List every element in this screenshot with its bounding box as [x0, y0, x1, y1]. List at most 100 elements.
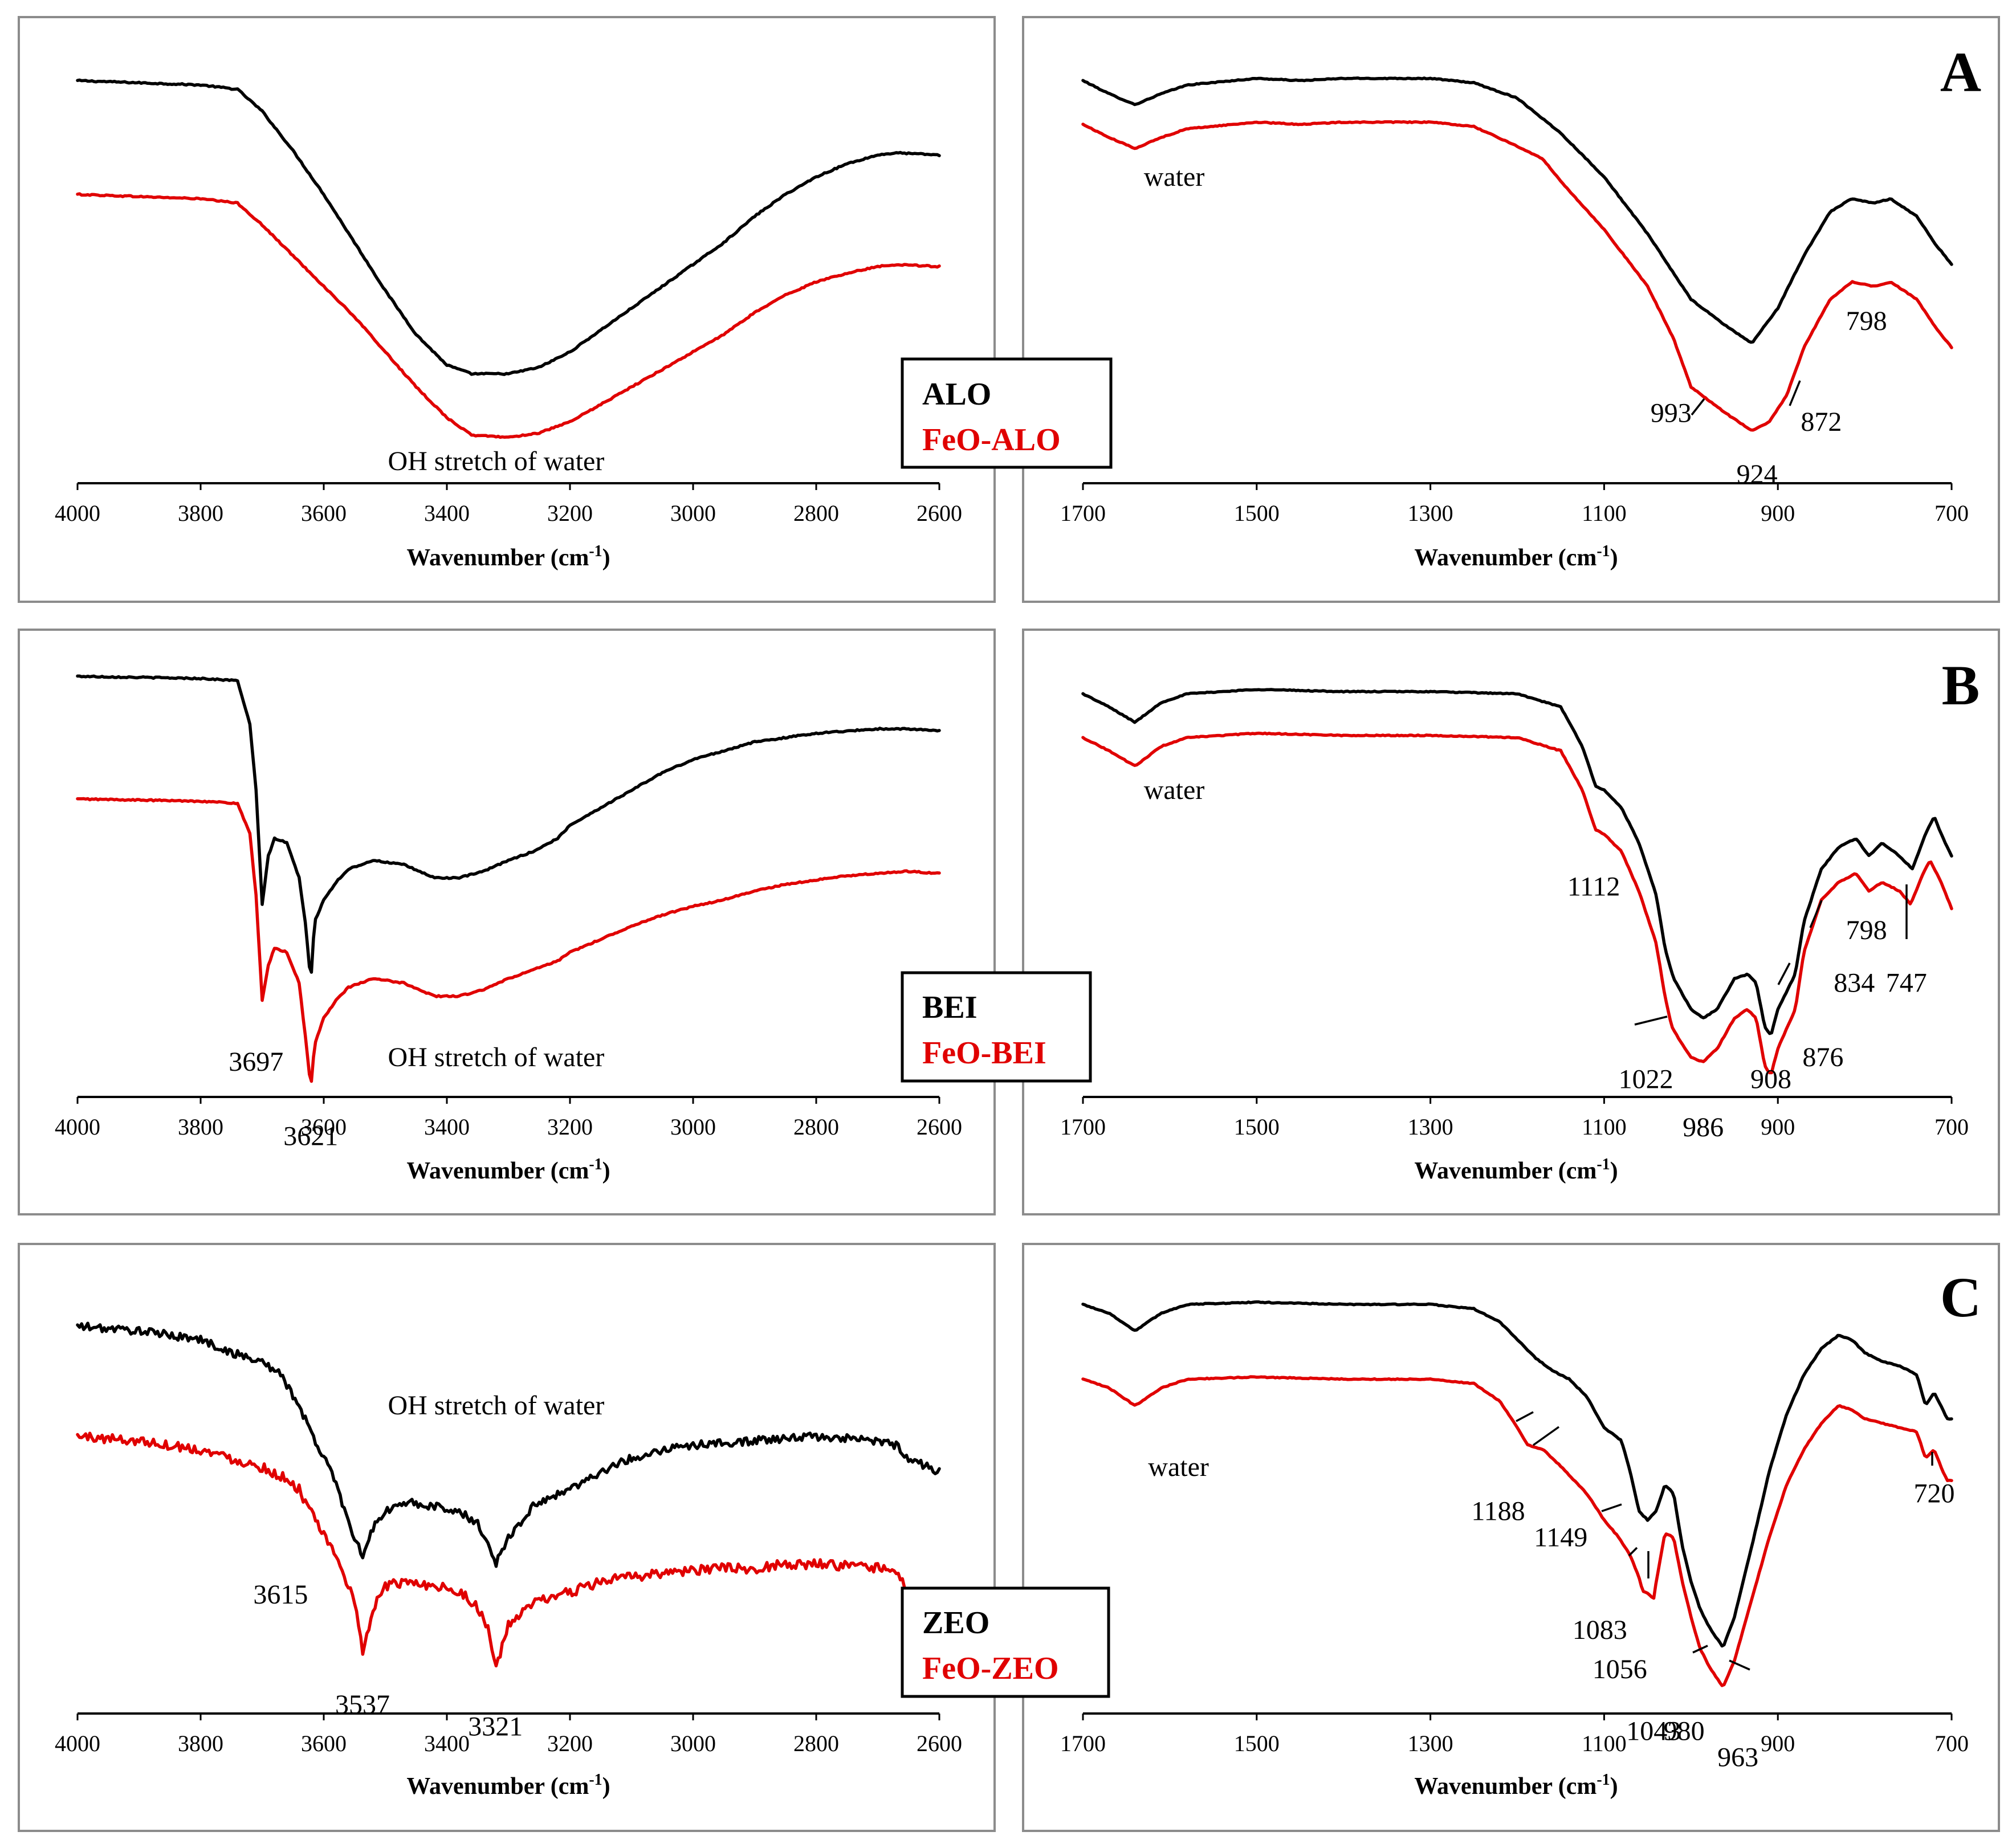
panel-letter: C [1940, 1266, 1981, 1329]
annotation-water: water [1144, 162, 1205, 192]
x-tick-label: 1500 [1234, 500, 1280, 526]
x-tick-label: 1300 [1408, 1731, 1453, 1756]
x-tick-label: 1100 [1582, 1731, 1627, 1756]
x-tick-label: 3200 [547, 500, 593, 526]
x-tick-label: 3600 [301, 500, 347, 526]
plot-area [76, 78, 941, 439]
leader-line [1729, 1659, 1750, 1671]
x-ticks [76, 483, 940, 490]
plot-area [76, 1321, 941, 1668]
x-ticks [76, 1714, 940, 1720]
x-tick-label: 3000 [670, 500, 716, 526]
leader-line [1789, 380, 1801, 406]
peak-label: 720 [1914, 1478, 1955, 1508]
series-line-feo-alo [1081, 120, 1953, 432]
peak-label: 876 [1802, 1042, 1843, 1072]
x-tick-label: 4000 [55, 1731, 100, 1756]
x-tick-label: 2600 [917, 1731, 962, 1756]
series-line-feo-bei [1081, 731, 1953, 1075]
x-axis-title: Wavenumber (cm-1) [406, 542, 610, 571]
x-tick-label: 2600 [917, 1114, 962, 1140]
series-line-feo-bei [76, 797, 941, 1083]
x-tick-label: 1100 [1582, 500, 1627, 526]
plot-area [1081, 688, 1953, 1075]
peak-label: 980 [1664, 1716, 1705, 1746]
leader-line [1634, 1015, 1668, 1026]
legend-c: ZEO FeO-ZEO [901, 1586, 1110, 1698]
series-line-alo [76, 78, 941, 376]
x-tick-labels: 1700 1500 1300 1100 900 700 [1060, 1731, 1969, 1756]
leader-line [1628, 1547, 1638, 1557]
panel-frame [18, 629, 996, 1215]
x-tick-label: 700 [1934, 1114, 1969, 1140]
x-tick-label: 3800 [178, 1114, 223, 1140]
peak-label: 1112 [1567, 871, 1620, 901]
panel-b-oh-region: 4000 3800 3600 3400 3200 3000 2800 2600 Wavenum… [18, 629, 996, 1215]
series-line-bei [1081, 688, 1953, 1035]
x-tick-label: 3200 [547, 1731, 593, 1756]
series-line-bei [76, 674, 941, 974]
plot-area [1081, 76, 1953, 432]
x-tick-label: 2600 [917, 500, 962, 526]
peak-label: 1043 [1626, 1716, 1681, 1746]
x-tick-label: 700 [1934, 1731, 1969, 1756]
x-tick-label: 2800 [793, 1731, 839, 1756]
x-tick-label: 3400 [424, 1731, 470, 1756]
x-tick-label: 3800 [178, 500, 223, 526]
x-axis-title: Wavenumber (cm-1) [406, 1771, 610, 1800]
legend-item-feo-alo: FeO-ALO [922, 422, 1061, 458]
x-ticks [1082, 483, 1953, 490]
x-tick-label: 3800 [178, 1731, 223, 1756]
plot-area [76, 674, 941, 1083]
legend-box [901, 357, 1113, 469]
legend-item-feo-bei: FeO-BEI [922, 1035, 1046, 1071]
peak-label: 1083 [1573, 1615, 1627, 1645]
peak-label: 798 [1846, 915, 1887, 945]
x-tick-label: 1700 [1060, 1731, 1106, 1756]
leader-line [1516, 1411, 1534, 1422]
peak-label: 3615 [253, 1580, 308, 1610]
panel-c-oh-region: 4000 3800 3600 3400 3200 3000 2800 2600 Wavenum… [18, 1243, 996, 1832]
panel-a-fingerprint-region: 1700 1500 1300 1100 900 700 Wavenumber (cm-1)… [1022, 16, 2000, 603]
x-tick-label: 3400 [424, 1114, 470, 1140]
x-tick-label: 3600 [301, 1114, 347, 1140]
panel-b-fingerprint-region: 1700 1500 1300 1100 900 700 Wavenumber (cm-1)… [1022, 629, 2000, 1215]
x-tick-label: 2800 [793, 500, 839, 526]
x-tick-label: 1700 [1060, 500, 1106, 526]
peak-label: 747 [1886, 968, 1927, 998]
panel-letter: A [1940, 40, 1981, 104]
annotation-oh-stretch: OH stretch of water [388, 1390, 604, 1421]
peak-label: 3697 [229, 1047, 283, 1077]
x-tick-label: 3400 [424, 500, 470, 526]
peak-label: 3621 [283, 1121, 338, 1152]
peak-label: 924 [1737, 459, 1778, 489]
legend-b: BEI FeO-BEI [901, 971, 1092, 1083]
x-ticks [1082, 1097, 1953, 1104]
annotation-oh-stretch: OH stretch of water [388, 446, 604, 476]
peak-label: 798 [1846, 306, 1887, 336]
legend-item-bei: BEI [922, 990, 978, 1025]
series-line-feo-zeo [1081, 1375, 1953, 1687]
peak-label: 986 [1683, 1112, 1724, 1143]
peak-label: 993 [1651, 398, 1692, 429]
legend-box [901, 1586, 1110, 1698]
x-tick-label: 2800 [793, 1114, 839, 1140]
x-tick-label: 900 [1761, 500, 1795, 526]
peak-label: 1149 [1534, 1523, 1587, 1553]
x-tick-label: 3600 [301, 1731, 347, 1756]
series-line-zeo [1081, 1300, 1953, 1648]
x-tick-label: 3000 [670, 1114, 716, 1140]
panel-letter: B [1942, 654, 1980, 717]
x-tick-label: 4000 [55, 500, 100, 526]
peak-label: 1056 [1593, 1654, 1647, 1684]
x-tick-labels: 4000 3800 3600 3400 3200 3000 2800 2600 [55, 1114, 962, 1140]
series-line-feo-alo [76, 192, 941, 439]
x-ticks [76, 1097, 940, 1104]
leader-line [1691, 398, 1705, 416]
leader-line [1601, 1503, 1622, 1512]
panel-frame [18, 16, 996, 603]
peak-label: 3321 [468, 1712, 523, 1742]
x-axis-title: Wavenumber (cm-1) [1414, 542, 1618, 571]
leader-line [1692, 1645, 1708, 1654]
